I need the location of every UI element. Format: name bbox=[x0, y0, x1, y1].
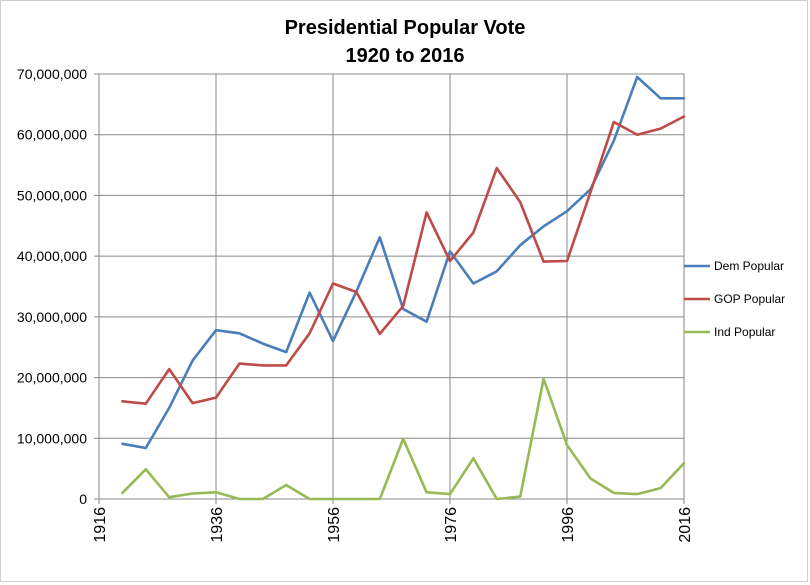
y-tick-label: 10,000,000 bbox=[17, 430, 87, 446]
x-tick-label: 1916 bbox=[92, 507, 109, 543]
x-tick-label: 1956 bbox=[326, 507, 343, 543]
series-line-dem-popular bbox=[121, 75, 686, 450]
y-tick-label: 70,000,000 bbox=[17, 66, 87, 82]
legend-label: GOP Popular bbox=[714, 292, 785, 306]
x-tick-label: 1996 bbox=[560, 507, 577, 543]
series-line-gop-popular bbox=[121, 115, 686, 406]
x-tick-label: 1936 bbox=[209, 507, 226, 543]
legend-label: Dem Popular bbox=[714, 259, 784, 273]
y-tick-label: 60,000,000 bbox=[17, 127, 87, 143]
y-tick-label: 20,000,000 bbox=[17, 370, 87, 386]
title-line-1: Presidential Popular Vote bbox=[284, 17, 526, 39]
title-line-2: 1920 to 2016 bbox=[345, 45, 465, 67]
chart-title: Presidential Popular Vote 1920 to 2016 bbox=[185, 14, 625, 70]
plot-area-border bbox=[98, 73, 685, 500]
y-tick-label: 30,000,000 bbox=[17, 309, 87, 325]
y-tick-label: 0 bbox=[79, 491, 87, 507]
x-tick-label: 2016 bbox=[677, 507, 694, 543]
series-line-ind-popular bbox=[121, 377, 686, 501]
x-tick-label: 1976 bbox=[443, 507, 460, 543]
y-tick-label: 40,000,000 bbox=[17, 248, 87, 264]
y-tick-label: 50,000,000 bbox=[17, 187, 87, 203]
legend-label: Ind Popular bbox=[714, 325, 775, 339]
